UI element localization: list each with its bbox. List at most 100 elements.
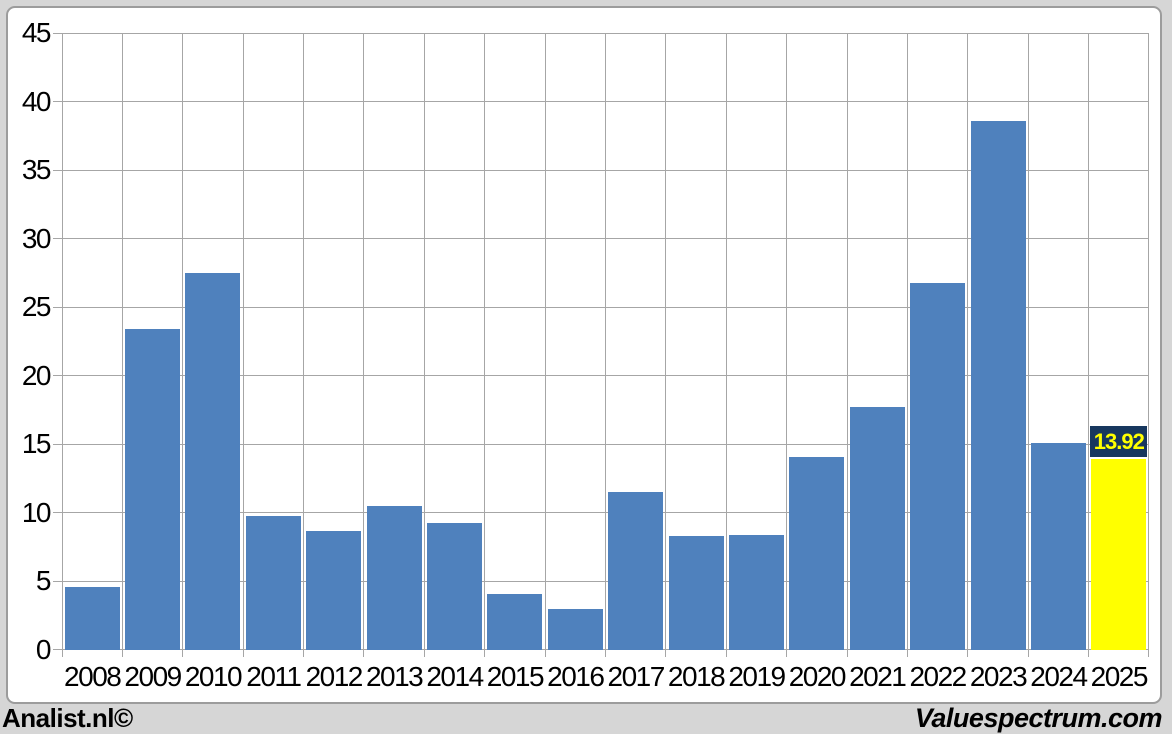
y-axis-tick-20: [53, 375, 62, 377]
y-axis-tick-15: [53, 443, 62, 445]
x-axis-tick-11: [725, 650, 727, 657]
x-axis-label-2012: 2012: [305, 661, 364, 692]
valuespectrum-credit: Valuespectrum.com: [914, 703, 1163, 733]
bar-2011: [245, 515, 301, 650]
y-axis-label-35: 35: [21, 154, 52, 186]
y-axis-tick-10: [53, 512, 62, 514]
gridline-x-11: [725, 33, 727, 650]
y-axis-tick-25: [53, 306, 62, 308]
bar-2022: [910, 282, 966, 650]
gridline-x-7: [484, 33, 486, 650]
gridline-x-9: [605, 33, 606, 650]
y-axis-tick-0: [53, 649, 62, 650]
bar-2013: [366, 506, 422, 650]
gridline-x-4: [303, 33, 305, 650]
x-axis-label-2008: 2008: [64, 661, 122, 692]
x-axis-tick-18: [1148, 650, 1149, 657]
x-axis-tick-17: [1088, 650, 1090, 657]
x-axis-tick-7: [484, 650, 486, 657]
y-axis-label-40: 40: [21, 85, 52, 117]
bar-2023: [970, 120, 1026, 650]
x-axis-tick-14: [906, 650, 908, 657]
x-axis-tick-2: [182, 650, 184, 657]
gridline-x-17: [1088, 33, 1090, 650]
x-axis-label-2019: 2019: [728, 661, 786, 692]
plot-area: 0 5 10 15 20 25 30 35 40 45 2008 2009 2010 2011 2012 20…: [22, 17, 1149, 691]
x-axis-label-2011: 2011: [246, 661, 302, 692]
gridline-x-0: [62, 33, 63, 650]
x-axis-label-2015: 2015: [486, 661, 545, 692]
gridline-x-1: [121, 33, 123, 650]
gridline-x-8: [544, 33, 546, 650]
x-axis-tick-8: [544, 650, 546, 657]
x-axis-label-2024: 2024: [1030, 661, 1088, 692]
analist-credit: Analist.nl©: [2, 703, 133, 733]
x-axis-tick-0: [62, 650, 63, 657]
bar-2020: [789, 456, 845, 650]
x-axis-tick-4: [303, 650, 305, 657]
x-axis-tick-1: [121, 650, 123, 657]
bar-2024: [1030, 442, 1086, 650]
attribution-bar: Analist.nl© Valuespectrum.com: [0, 703, 1172, 734]
gridline-x-5: [363, 33, 365, 650]
y-axis-label-25: 25: [21, 291, 52, 323]
x-axis-label-2017: 2017: [607, 661, 666, 692]
y-axis-tick-35: [53, 169, 62, 171]
bar-2021: [849, 407, 905, 650]
x-axis-tick-3: [242, 650, 244, 657]
bar-2019: [728, 534, 784, 650]
gridline-x-18: [1148, 33, 1149, 650]
x-axis-tick-10: [665, 650, 667, 657]
chart-panel: 0 5 10 15 20 25 30 35 40 45 2008 2009 2010 2011 2012 20…: [6, 6, 1162, 704]
gridline-x-14: [906, 33, 908, 650]
x-axis-label-2018: 2018: [667, 661, 726, 692]
gridline-x-2: [182, 33, 184, 650]
x-axis-label-2020: 2020: [788, 661, 847, 692]
y-axis-tick-5: [53, 580, 62, 582]
x-axis-label-2025: 2025: [1090, 661, 1149, 692]
bar-2025: [1091, 459, 1147, 650]
gridline-x-13: [846, 33, 848, 650]
x-axis-tick-15: [967, 650, 969, 657]
x-axis-tick-6: [423, 650, 425, 657]
x-axis-label-2023: 2023: [969, 661, 1028, 692]
y-axis-tick-30: [53, 238, 62, 240]
gridline-x-12: [786, 33, 788, 650]
x-axis-tick-12: [786, 650, 788, 657]
y-axis-label-10: 10: [21, 496, 52, 528]
x-axis-label-2009: 2009: [124, 661, 182, 692]
y-axis-label-30: 30: [21, 222, 52, 254]
x-axis-label-2016: 2016: [547, 661, 605, 692]
x-axis-tick-9: [605, 650, 606, 657]
x-axis-tick-5: [363, 650, 365, 657]
gridline-x-3: [242, 33, 244, 650]
gridline-x-15: [967, 33, 969, 650]
x-axis-label-2021: 2021: [849, 661, 907, 692]
gridline-x-6: [423, 33, 425, 650]
x-axis-label-2010: 2010: [184, 661, 243, 692]
bar-2018: [668, 536, 724, 650]
y-axis-label-45: 45: [21, 17, 52, 48]
bar-2015: [487, 593, 543, 650]
x-axis-label-2022: 2022: [909, 661, 967, 692]
gridline-x-10: [665, 33, 667, 650]
bar-2014: [427, 522, 482, 650]
bar-2016: [547, 608, 603, 650]
y-axis-tick-45: [53, 33, 62, 34]
gridline-x-16: [1027, 33, 1029, 650]
y-axis-label-5: 5: [35, 565, 52, 597]
y-axis-label-15: 15: [21, 428, 52, 460]
bar-2008: [64, 586, 120, 650]
x-axis-label-2013: 2013: [365, 661, 424, 692]
bar-2012: [306, 530, 362, 650]
y-axis-label-20: 20: [21, 359, 52, 391]
y-axis-label-0: 0: [35, 634, 52, 665]
bar-2017: [608, 492, 664, 650]
x-axis-tick-16: [1027, 650, 1029, 657]
y-axis-tick-40: [53, 101, 62, 103]
bar-2010: [185, 272, 241, 650]
x-axis-tick-13: [846, 650, 848, 657]
x-axis-label-2014: 2014: [426, 661, 484, 692]
bar-2009: [125, 329, 181, 650]
